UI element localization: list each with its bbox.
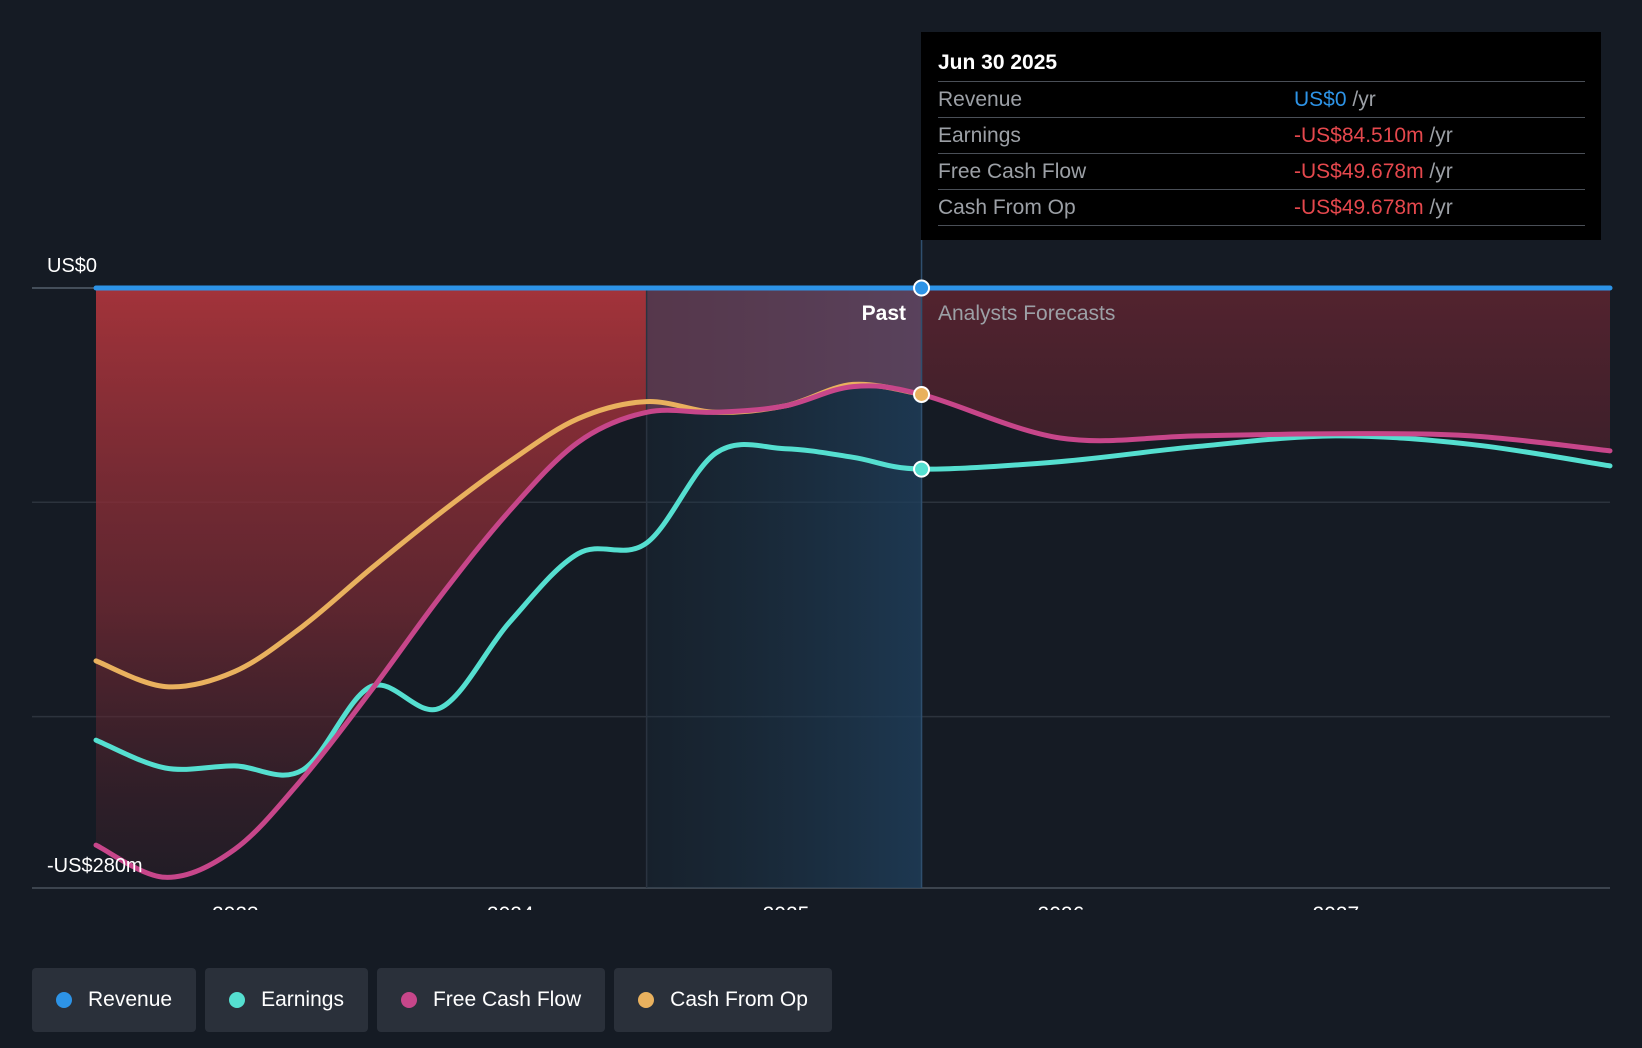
- y-axis-top-label: US$0: [47, 255, 97, 277]
- past-label: Past: [862, 302, 906, 325]
- chart: US$0 -US$280m Past Analysts Forecasts 20…: [32, 240, 1613, 910]
- legend-item-earnings[interactable]: Earnings: [205, 968, 368, 1032]
- legend-dot-icon: [638, 992, 655, 1008]
- x-tick-label: 2025: [763, 903, 810, 910]
- legend-item-revenue[interactable]: Revenue: [32, 968, 197, 1032]
- x-tick-label: 2027: [1312, 903, 1359, 910]
- legend: Revenue Earnings Free Cash Flow Cash From O…: [32, 968, 832, 1032]
- y-axis-bottom-label: -US$280m: [47, 855, 143, 877]
- x-tick-label: 2024: [487, 903, 534, 910]
- legend-item-cash-from-op[interactable]: Cash From Op: [614, 968, 832, 1032]
- marker-revenue: [913, 279, 931, 297]
- tooltip-row-label: Cash From Op: [938, 196, 1076, 219]
- legend-label: Cash From Op: [670, 988, 808, 1011]
- series-line-earnings: [93, 433, 1613, 778]
- legend-dot-icon: [56, 992, 72, 1008]
- highlight-area: [646, 288, 922, 413]
- x-tick-label: 2023: [212, 903, 259, 910]
- tooltip-row-value: -US$49.678m /yr: [1294, 154, 1453, 189]
- tooltip: Jun 30 2025 Revenue US$0 /yr Earnings -US$8…: [921, 32, 1601, 240]
- tooltip-value: -US$84.510m: [1294, 124, 1424, 147]
- tooltip-row-label: Free Cash Flow: [938, 160, 1087, 183]
- tooltip-unit: /yr: [1423, 196, 1453, 219]
- forecast-area: [921, 288, 1610, 451]
- tooltip-row-value: -US$49.678m /yr: [1294, 190, 1453, 225]
- tooltip-value: US$0: [1294, 88, 1347, 111]
- tooltip-value: -US$49.678m: [1294, 160, 1424, 183]
- legend-label: Earnings: [261, 988, 344, 1011]
- tooltip-unit: /yr: [1346, 88, 1376, 111]
- tooltip-row: Free Cash Flow -US$49.678m /yr: [938, 154, 1585, 190]
- tooltip-row-label: Revenue: [938, 88, 1023, 111]
- tooltip-date: Jun 30 2025: [938, 46, 1585, 82]
- tooltip-row: Revenue US$0 /yr: [938, 82, 1585, 118]
- tooltip-row: Earnings -US$84.510m /yr: [938, 118, 1585, 154]
- series-line-free-cash-flow: [93, 383, 1613, 880]
- past-area: [96, 288, 647, 878]
- legend-item-free-cash-flow[interactable]: Free Cash Flow: [376, 968, 606, 1032]
- tooltip-unit: /yr: [1423, 124, 1453, 147]
- forecast-label: Analysts Forecasts: [938, 302, 1115, 325]
- tooltip-row-label: Earnings: [938, 124, 1021, 147]
- legend-label: Free Cash Flow: [432, 988, 582, 1011]
- tooltip-unit: /yr: [1423, 160, 1453, 183]
- tooltip-row: Cash From Op -US$49.678m /yr: [938, 190, 1585, 226]
- tooltip-value: -US$49.678m: [1294, 196, 1424, 219]
- marker-earnings: [913, 460, 931, 478]
- legend-dot-icon: [400, 992, 417, 1008]
- legend-dot-icon: [229, 992, 246, 1008]
- tooltip-row-value: -US$84.510m /yr: [1294, 118, 1453, 153]
- x-tick-label: 2026: [1038, 903, 1085, 910]
- marker-cash-from-op: [913, 385, 931, 403]
- legend-label: Revenue: [88, 988, 173, 1011]
- tooltip-row-value: US$0 /yr: [1294, 82, 1376, 117]
